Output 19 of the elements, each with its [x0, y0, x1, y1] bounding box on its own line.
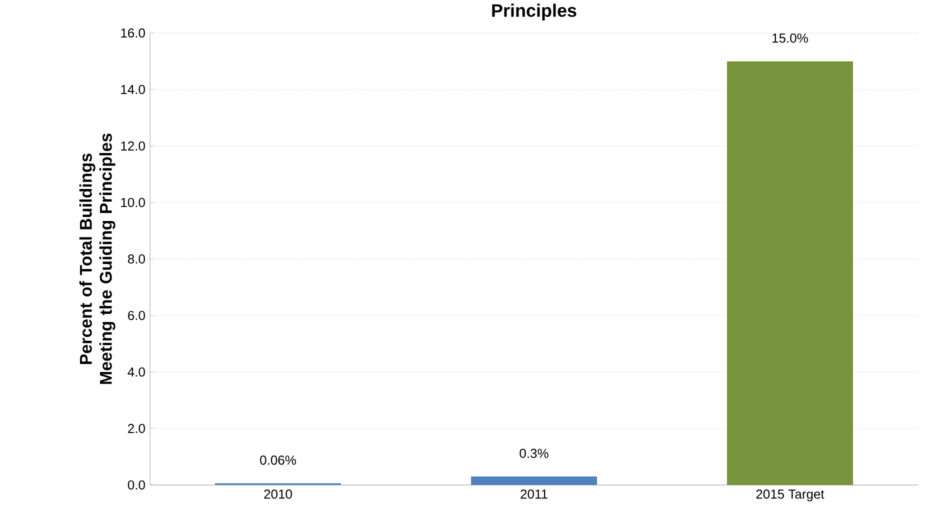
y-tick-label: 16.0	[121, 28, 145, 38]
y-tick-label: 4.0	[128, 367, 145, 377]
chart-title: Principles	[492, 4, 576, 20]
y-tick-label: 14.0	[121, 84, 145, 94]
data-label: 15.0%	[772, 34, 808, 43]
y-tick-label: 0.0	[128, 480, 145, 490]
y-tick-label: 8.0	[128, 254, 145, 264]
y-axis-title: Percent of Total Buildings Meeting the Guiding Principles	[79, 134, 116, 384]
x-tick-label: 2015 Target	[756, 490, 824, 502]
data-label: 0.06%	[260, 456, 296, 465]
y-tick-label: 10.0	[121, 198, 145, 208]
data-label: 0.3%	[520, 448, 548, 458]
y-tick-label: 12.0	[121, 141, 145, 151]
y-tick-label: 6.0	[128, 310, 145, 320]
bar	[727, 61, 853, 485]
x-tick-label: 2011	[520, 490, 548, 499]
bar	[471, 476, 597, 485]
y-tick-label: 2.0	[128, 424, 145, 434]
x-tick-label: 2010	[264, 490, 292, 499]
